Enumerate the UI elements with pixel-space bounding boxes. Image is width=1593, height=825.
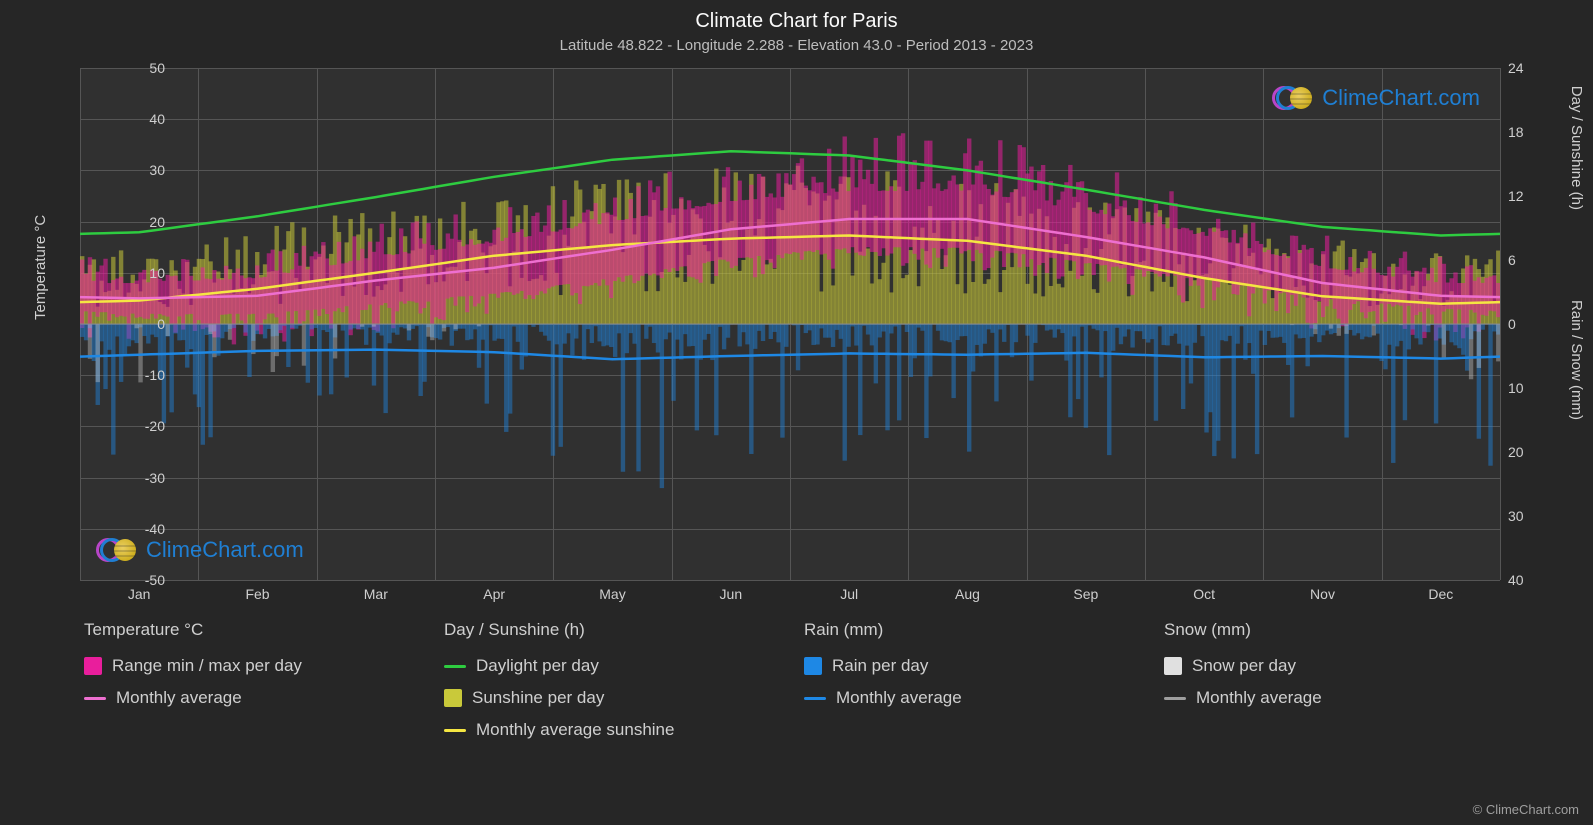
legend-label: Daylight per day [476, 656, 599, 676]
chart-title: Climate Chart for Paris [0, 0, 1593, 33]
tick-left: 20 [125, 214, 165, 230]
legend-label: Snow per day [1192, 656, 1296, 676]
legend-swatch [1164, 657, 1182, 675]
tick-month: Nov [1310, 586, 1335, 602]
axis-label-temperature: Temperature °C [32, 215, 49, 320]
tick-month: Aug [955, 586, 980, 602]
tick-left: 40 [125, 111, 165, 127]
legend-header: Snow (mm) [1164, 620, 1504, 640]
watermark-text: ClimeChart.com [146, 537, 304, 563]
legend-header: Temperature °C [84, 620, 424, 640]
legend-item: Monthly average sunshine [444, 720, 784, 740]
tick-right-hours: 6 [1508, 252, 1548, 268]
tick-month: Feb [245, 586, 269, 602]
climechart-logo-icon [1272, 84, 1316, 112]
legend-item: Range min / max per day [84, 656, 424, 676]
tick-right-hours: 24 [1508, 60, 1548, 76]
legend-swatch [444, 729, 466, 732]
tick-right-mm: 40 [1508, 572, 1548, 588]
legend-label: Monthly average [836, 688, 962, 708]
tick-month: Sep [1073, 586, 1098, 602]
legend-item: Monthly average [1164, 688, 1504, 708]
legend-column: Snow (mm) Snow per day Monthly average [1164, 620, 1504, 740]
legend-column: Rain (mm) Rain per day Monthly average [804, 620, 1144, 740]
legend-header: Day / Sunshine (h) [444, 620, 784, 640]
chart-subtitle: Latitude 48.822 - Longitude 2.288 - Elev… [0, 33, 1593, 54]
legend-swatch [444, 665, 466, 668]
tick-left: 30 [125, 162, 165, 178]
tick-month: Jun [720, 586, 743, 602]
tick-month: May [599, 586, 625, 602]
legend-swatch [804, 657, 822, 675]
tick-month: Oct [1193, 586, 1215, 602]
tick-left: -30 [125, 470, 165, 486]
legend-item: Monthly average [804, 688, 1144, 708]
daily-bars-group [80, 133, 1500, 488]
tick-right-hours: 12 [1508, 188, 1548, 204]
tick-left: 50 [125, 60, 165, 76]
tick-left: -40 [125, 521, 165, 537]
tick-left: 10 [125, 265, 165, 281]
axis-label-rain-snow: Rain / Snow (mm) [1568, 300, 1585, 420]
tick-right-mm: 30 [1508, 508, 1548, 524]
tick-left: 0 [125, 316, 165, 332]
legend-label: Sunshine per day [472, 688, 604, 708]
copyright-text: © ClimeChart.com [1473, 802, 1579, 817]
legend-column: Temperature °C Range min / max per day Mon… [84, 620, 424, 740]
tick-right-hours: 0 [1508, 316, 1548, 332]
legend-label: Monthly average sunshine [476, 720, 674, 740]
tick-right-mm: 20 [1508, 444, 1548, 460]
chart-svg-layer [80, 68, 1500, 580]
legend-label: Rain per day [832, 656, 928, 676]
tick-month: Jan [128, 586, 151, 602]
climechart-logo-icon [96, 536, 140, 564]
legend-swatch [804, 697, 826, 700]
legend-swatch [444, 689, 462, 707]
legend-item: Rain per day [804, 656, 1144, 676]
tick-left: -10 [125, 367, 165, 383]
legend-item: Monthly average [84, 688, 424, 708]
tick-right-hours: 18 [1508, 124, 1548, 140]
tick-left: -20 [125, 418, 165, 434]
watermark-top-right: ClimeChart.com [1272, 84, 1480, 112]
tick-month: Mar [364, 586, 388, 602]
gridline-vertical [1500, 68, 1501, 580]
legend-item: Daylight per day [444, 656, 784, 676]
legend-header: Rain (mm) [804, 620, 1144, 640]
chart-legend: Temperature °C Range min / max per day Mon… [84, 620, 1504, 740]
tick-month: Apr [483, 586, 505, 602]
legend-item: Snow per day [1164, 656, 1504, 676]
legend-label: Monthly average [1196, 688, 1322, 708]
legend-column: Day / Sunshine (h) Daylight per day Sunshi… [444, 620, 784, 740]
legend-label: Range min / max per day [112, 656, 302, 676]
tick-month: Jul [840, 586, 858, 602]
tick-month: Dec [1428, 586, 1453, 602]
legend-label: Monthly average [116, 688, 242, 708]
legend-swatch [1164, 697, 1186, 700]
legend-swatch [84, 657, 102, 675]
legend-swatch [84, 697, 106, 700]
chart-plot-area: ClimeChart.com ClimeChart.com [80, 68, 1500, 580]
gridline-horizontal [80, 580, 1500, 581]
watermark-bottom-left: ClimeChart.com [96, 536, 304, 564]
watermark-text: ClimeChart.com [1322, 85, 1480, 111]
tick-right-mm: 10 [1508, 380, 1548, 396]
legend-item: Sunshine per day [444, 688, 784, 708]
axis-label-day-sunshine: Day / Sunshine (h) [1568, 86, 1585, 210]
